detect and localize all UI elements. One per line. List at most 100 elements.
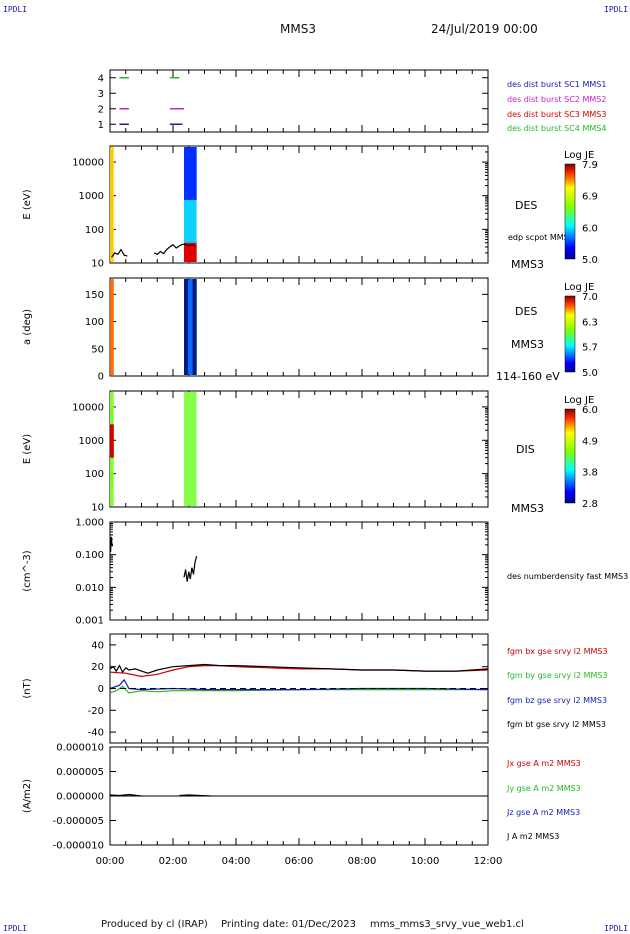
corner-tl: IPDLI	[3, 5, 28, 14]
colorbar-tick-label: 7.0	[582, 292, 598, 303]
y-tick-label: -20	[88, 706, 104, 717]
y-tick-label: 100	[85, 317, 104, 328]
legend-entry: J A m2 MMS3	[506, 832, 559, 841]
y-tick-label: 100	[85, 225, 104, 236]
legend-entry: Jx gse A m2 MMS3	[506, 759, 581, 768]
y-tick-label: 10	[91, 259, 104, 270]
y-tick-label: 1	[98, 120, 104, 131]
overlay-label: edp scpot MMS3	[508, 233, 574, 242]
spacecraft-title: MMS3	[280, 22, 316, 36]
spectrogram-block	[184, 279, 189, 375]
colorbar-tick-label: 5.0	[582, 255, 598, 266]
colorbar-tick-label: 2.8	[582, 499, 598, 510]
colorbar-tick-label: 4.9	[582, 436, 598, 447]
y-tick-label: 100	[85, 469, 104, 480]
panel-frame	[109, 69, 489, 133]
footer-produced: Produced by cl (IRAP)	[101, 919, 208, 930]
legend-entry: des numberdensity fast MMS3	[507, 572, 628, 581]
y-tick-label: 10	[91, 503, 104, 514]
y-tick-label: 150	[85, 290, 104, 301]
corner-bl: IPDLI	[3, 924, 28, 933]
colorbar	[564, 163, 576, 260]
legend-entry: fgm by gse srvy l2 MMS3	[507, 671, 608, 680]
legend-entry: fgm bz gse srvy l2 MMS3	[507, 696, 607, 705]
x-tick-label: 08:00	[348, 856, 377, 867]
series-line	[110, 536, 114, 553]
spectrogram-block	[184, 392, 197, 506]
spectrogram-block	[110, 147, 114, 262]
y-tick-label: 2	[98, 104, 104, 115]
y-tick-label: 50	[91, 344, 104, 355]
y-axis-label: a (deg)	[22, 309, 33, 345]
energy-range-label: 114-160 eV	[496, 370, 560, 383]
y-tick-label: 0.000010	[56, 743, 104, 754]
colorbar-title: Log JE	[564, 282, 594, 293]
colorbar-tick-label: 6.0	[582, 223, 598, 234]
y-axis-label: (A/m2)	[22, 779, 33, 813]
y-tick-label: 0.100	[75, 550, 104, 561]
y-tick-label: 3	[98, 89, 104, 100]
y-tick-label: -0.000005	[53, 816, 104, 827]
y-tick-label: 1.000	[75, 518, 104, 529]
footer-printing: Printing date: 01/Dec/2023	[221, 919, 357, 930]
x-tick-label: 04:00	[222, 856, 251, 867]
legend-entry: des dist burst SC2 MMS2	[507, 95, 606, 104]
corner-tr: IPDLI	[604, 5, 629, 14]
y-tick-label: -40	[88, 728, 104, 739]
y-tick-label: 40	[91, 640, 104, 651]
colorbar-tick-label: 5.7	[582, 343, 598, 354]
spectrogram-block	[110, 279, 114, 375]
y-tick-label: 1000	[79, 191, 104, 202]
y-tick-label: 0	[98, 684, 104, 695]
legend-entry: des dist burst SC4 MMS4	[507, 124, 606, 133]
scpot-trace	[111, 243, 196, 258]
x-tick-label: 00:00	[96, 856, 125, 867]
y-tick-label: 1000	[79, 436, 104, 447]
datetime-title: 24/Jul/2019 00:00	[431, 22, 538, 36]
y-tick-label: 20	[91, 662, 104, 673]
y-axis-label: (nT)	[22, 678, 33, 698]
spectrogram-block	[110, 424, 114, 458]
colorbar-tick-label: 6.3	[582, 317, 598, 328]
spacecraft-label: MMS3	[511, 258, 544, 271]
colorbar-tick-label: 5.0	[582, 368, 598, 379]
y-tick-label: 10000	[72, 402, 104, 413]
colorbar-tick-label: 6.9	[582, 192, 598, 203]
y-tick-label: 0.001	[75, 616, 104, 627]
spacecraft-label: MMS3	[511, 502, 544, 515]
footer-file: mms_mms3_srvy_vue_web1.cl	[370, 919, 524, 930]
legend-entry: fgm bx gse srvy l2 MMS3	[507, 647, 608, 656]
x-tick-label: 02:00	[159, 856, 188, 867]
panel-frame	[109, 390, 489, 508]
corner-br: IPDLI	[604, 924, 629, 933]
legend-entry: des dist burst SC1 MMS1	[507, 80, 606, 89]
spectrogram-block	[192, 279, 197, 375]
legend-entry: Jy gse A m2 MMS3	[506, 784, 581, 793]
y-axis-label: E (eV)	[22, 189, 33, 219]
spectrogram-block	[184, 147, 197, 200]
series-line	[183, 556, 198, 582]
x-tick-label: 06:00	[285, 856, 314, 867]
legend-entry: fgm bt gse srvy l2 MMS3	[507, 720, 606, 729]
spectrogram-block	[184, 242, 197, 262]
colorbar-tick-label: 7.9	[582, 160, 598, 171]
y-tick-label: 10000	[72, 158, 104, 169]
series-line-by	[109, 685, 488, 694]
colorbar-tick-label: 3.8	[582, 468, 598, 479]
instrument-label: DES	[515, 305, 537, 318]
legend-entry: Jz gse A m2 MMS3	[506, 808, 580, 817]
y-tick-label: -0.000010	[53, 841, 104, 852]
y-tick-label: 4	[98, 73, 104, 84]
y-tick-label: 0.010	[75, 583, 104, 594]
colorbar	[564, 295, 576, 373]
y-axis-label: (cm^-3)	[22, 550, 33, 591]
colorbar-tick-label: 6.0	[582, 405, 598, 416]
panel-frame	[109, 145, 489, 264]
panel-frame	[109, 277, 489, 377]
spacecraft-label: MMS3	[511, 338, 544, 351]
panel-frame	[109, 521, 489, 621]
y-tick-label: 0.000000	[56, 792, 104, 803]
x-tick-label: 10:00	[411, 856, 440, 867]
colorbar-title: Log JE	[564, 150, 594, 161]
y-axis-label: E (eV)	[22, 434, 33, 464]
